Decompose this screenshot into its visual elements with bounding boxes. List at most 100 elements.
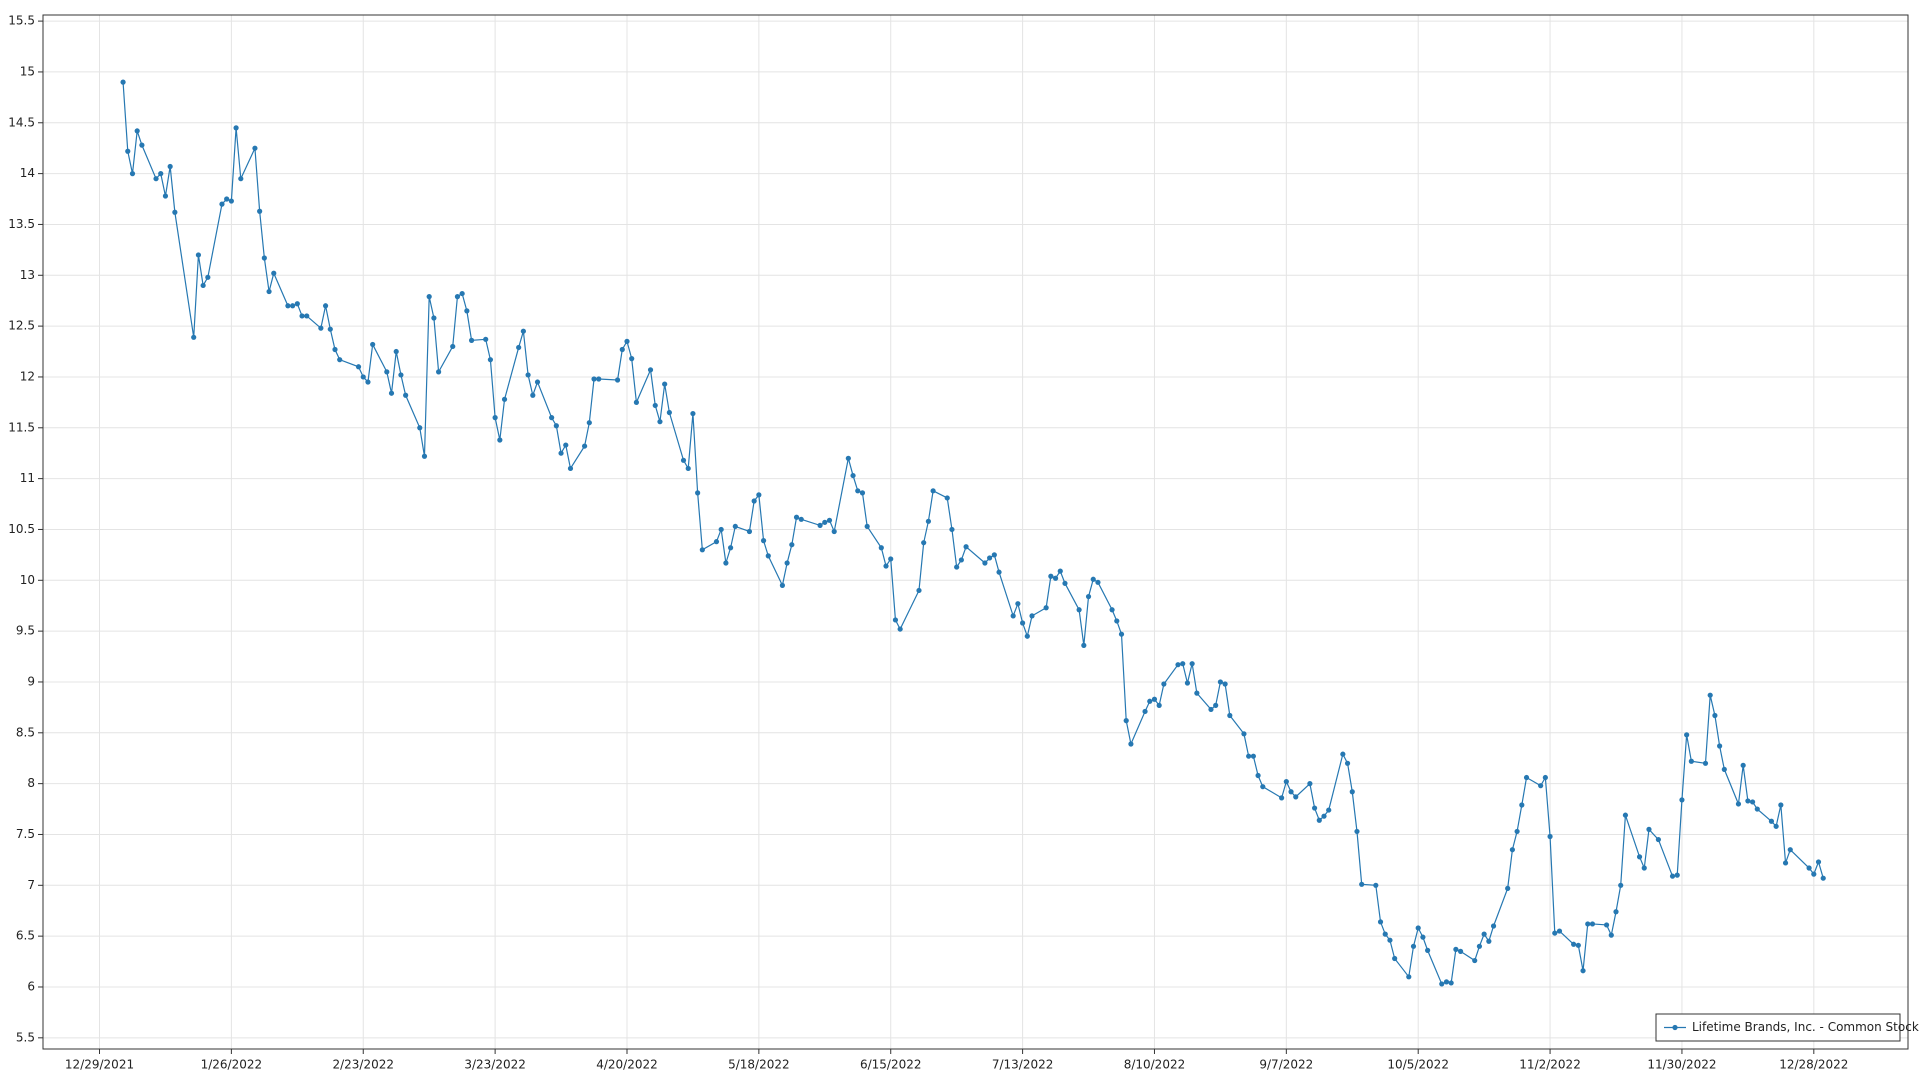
data-point <box>129 171 136 177</box>
data-point <box>1636 854 1643 860</box>
data-point <box>1646 826 1652 832</box>
data-point <box>1161 681 1167 687</box>
data-point <box>1057 568 1063 574</box>
data-point <box>921 540 927 546</box>
data-point <box>629 356 635 362</box>
data-point <box>1151 696 1158 702</box>
data-point <box>680 457 687 463</box>
data-point <box>713 539 720 545</box>
data-point <box>784 560 790 566</box>
data-point <box>1439 981 1445 987</box>
data-point <box>483 336 489 342</box>
data-point <box>1194 690 1200 696</box>
data-point <box>1806 865 1812 871</box>
data-point <box>384 369 390 375</box>
data-point <box>892 617 899 623</box>
y-tick-label: 14 <box>20 166 35 180</box>
data-point <box>1142 708 1148 715</box>
data-point <box>393 348 399 355</box>
data-point <box>337 357 343 363</box>
data-point <box>1782 860 1789 866</box>
data-point <box>793 514 800 520</box>
data-point <box>690 410 696 417</box>
data-point <box>1538 783 1544 789</box>
data-point <box>1589 921 1596 927</box>
data-point <box>831 528 837 535</box>
data-point <box>501 396 508 402</box>
data-point <box>1118 631 1125 637</box>
data-point <box>591 376 597 382</box>
data-point <box>1208 706 1214 713</box>
data-point <box>464 308 470 314</box>
data-point <box>1820 875 1826 881</box>
data-point <box>1815 859 1822 865</box>
data-point <box>299 313 305 319</box>
y-tick-label: 11.5 <box>8 420 35 434</box>
data-point <box>530 392 536 398</box>
y-tick-label: 9.5 <box>16 624 35 638</box>
data-point <box>695 490 701 496</box>
data-point <box>1490 923 1497 929</box>
data-point <box>1542 774 1548 781</box>
data-point <box>266 288 272 295</box>
data-point <box>497 437 503 443</box>
data-point <box>699 547 705 553</box>
data-point <box>1326 807 1332 813</box>
data-point <box>365 379 371 385</box>
data-point <box>1217 679 1223 685</box>
data-point <box>139 142 145 148</box>
data-point <box>318 325 324 331</box>
data-point <box>1717 743 1723 749</box>
data-point <box>1156 702 1162 708</box>
y-tick-label: 15.5 <box>8 14 35 28</box>
data-point <box>1109 607 1115 613</box>
data-point <box>304 313 310 319</box>
x-tick-label: 5/18/2022 <box>728 1058 790 1072</box>
data-point <box>290 303 296 309</box>
data-point <box>878 545 884 551</box>
data-point <box>1255 772 1261 779</box>
data-point <box>855 488 861 494</box>
data-point <box>883 563 889 569</box>
data-point <box>1712 712 1718 719</box>
data-point <box>1316 817 1322 823</box>
data-point <box>388 390 395 396</box>
data-point <box>1114 618 1120 624</box>
data-point <box>421 453 428 459</box>
data-point <box>228 198 234 204</box>
series-line <box>122 82 1824 985</box>
data-point <box>685 465 691 472</box>
x-tick-label: 1/26/2022 <box>201 1058 263 1072</box>
data-point <box>1062 580 1068 586</box>
y-tick-label: 6.5 <box>16 929 35 943</box>
data-point <box>567 465 574 472</box>
x-tick-label: 7/13/2022 <box>992 1058 1054 1072</box>
data-point <box>1547 833 1553 840</box>
data-point <box>1090 576 1096 582</box>
plot-frame <box>42 14 1909 1050</box>
data-point <box>355 364 362 370</box>
data-point <box>1180 661 1186 667</box>
x-tick-label: 11/2/2022 <box>1519 1058 1581 1072</box>
data-point <box>864 523 870 530</box>
data-point <box>728 545 734 551</box>
data-point <box>1575 942 1581 948</box>
data-point <box>1773 823 1779 829</box>
data-point <box>558 450 564 456</box>
data-point <box>1674 872 1680 878</box>
data-point <box>1222 681 1228 687</box>
data-point <box>1340 751 1346 757</box>
data-point <box>1015 601 1021 607</box>
data-point <box>224 196 230 202</box>
data-point <box>1523 774 1530 781</box>
data-point <box>1505 885 1511 891</box>
data-point <box>662 381 668 387</box>
data-point <box>1641 865 1647 871</box>
data-point <box>1241 731 1247 737</box>
data-point <box>1147 698 1153 704</box>
data-point <box>553 423 559 429</box>
data-point <box>1279 795 1285 801</box>
data-point <box>991 552 997 558</box>
data-point <box>370 341 376 348</box>
